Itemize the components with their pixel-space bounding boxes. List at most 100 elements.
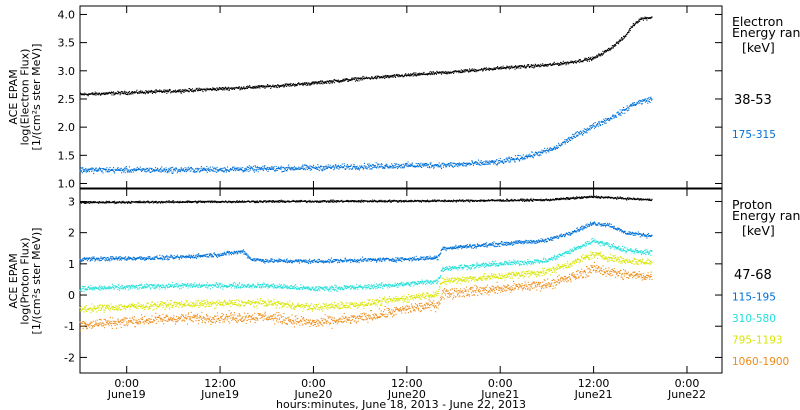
- data-point: [584, 196, 586, 198]
- data-point: [116, 201, 118, 203]
- data-point: [80, 201, 82, 204]
- data-point: [96, 92, 98, 94]
- data-point: [609, 49, 611, 51]
- data-point: [136, 92, 138, 94]
- data-point: [417, 163, 419, 165]
- data-point: [396, 200, 398, 202]
- data-point: [549, 149, 551, 151]
- data-point: [268, 200, 270, 202]
- data-point: [266, 85, 268, 87]
- data-point: [297, 83, 299, 85]
- data-point: [460, 71, 462, 73]
- data-point: [151, 168, 153, 170]
- data-point: [253, 260, 255, 262]
- data-point: [218, 254, 220, 256]
- data-point: [417, 74, 419, 76]
- data-point: [641, 18, 643, 20]
- data-point: [160, 167, 162, 169]
- data-point: [418, 165, 420, 168]
- data-point: [399, 201, 401, 203]
- data-point: [222, 167, 224, 169]
- data-point: [295, 201, 297, 203]
- data-point: [248, 257, 250, 259]
- data-point: [316, 167, 318, 169]
- data-point: [187, 90, 189, 92]
- data-point: [550, 199, 552, 201]
- data-point: [651, 16, 653, 18]
- data-point: [267, 170, 269, 172]
- data-point: [242, 87, 245, 89]
- data-point: [122, 170, 124, 172]
- data-point: [168, 88, 171, 90]
- data-point: [527, 200, 529, 202]
- data-point: [111, 256, 113, 258]
- data-point: [327, 166, 329, 168]
- data-point: [312, 82, 314, 84]
- data-point: [343, 78, 345, 80]
- data-point: [567, 140, 569, 143]
- data-point: [88, 171, 90, 173]
- data-point: [277, 200, 280, 203]
- proton-y-tick-label: -2: [64, 351, 75, 364]
- data-point: [194, 256, 196, 258]
- data-point: [268, 166, 270, 169]
- data-point: [304, 82, 306, 84]
- data-point: [386, 164, 388, 166]
- data-point: [358, 80, 360, 82]
- data-point: [281, 167, 283, 169]
- data-point: [556, 197, 558, 200]
- data-point: [261, 168, 264, 170]
- data-point: [502, 161, 504, 163]
- data-point: [634, 103, 636, 105]
- data-point: [202, 200, 204, 202]
- data-point: [286, 84, 288, 86]
- data-point: [272, 201, 274, 203]
- data-point: [168, 171, 170, 173]
- data-point: [635, 199, 637, 201]
- data-point: [384, 200, 386, 202]
- data-point: [288, 83, 290, 85]
- data-point: [593, 197, 595, 199]
- data-point: [93, 200, 95, 203]
- data-point: [628, 29, 630, 31]
- data-point: [578, 59, 580, 62]
- data-point: [317, 83, 319, 85]
- data-point: [156, 169, 158, 171]
- data-point: [594, 56, 596, 58]
- data-point: [177, 201, 180, 203]
- data-point: [452, 162, 454, 164]
- data-point: [338, 168, 340, 170]
- data-point: [596, 56, 599, 58]
- data-point: [370, 168, 372, 170]
- data-point: [213, 87, 215, 89]
- data-point: [580, 197, 582, 200]
- data-point: [184, 167, 186, 169]
- data-point: [278, 199, 280, 202]
- data-point: [243, 201, 245, 203]
- data-point: [403, 201, 405, 203]
- data-point: [126, 91, 128, 93]
- data-point: [99, 169, 101, 171]
- data-point: [147, 258, 150, 260]
- data-point: [365, 77, 367, 79]
- data-point: [377, 163, 380, 165]
- data-point: [282, 84, 284, 86]
- data-point: [502, 67, 504, 69]
- data-point: [428, 201, 430, 203]
- data-point: [133, 169, 135, 171]
- data-point: [328, 80, 331, 82]
- data-point: [93, 257, 95, 259]
- data-point: [515, 66, 517, 68]
- data-point: [228, 89, 230, 92]
- data-point: [340, 81, 342, 83]
- data-point: [650, 96, 652, 98]
- data-point: [363, 78, 365, 80]
- data-point: [593, 125, 595, 127]
- data-point: [404, 75, 406, 77]
- data-point: [188, 91, 190, 93]
- data-point: [349, 168, 351, 170]
- data-point: [435, 164, 437, 166]
- data-point: [283, 200, 285, 202]
- data-point: [176, 256, 178, 258]
- data-point: [444, 163, 446, 166]
